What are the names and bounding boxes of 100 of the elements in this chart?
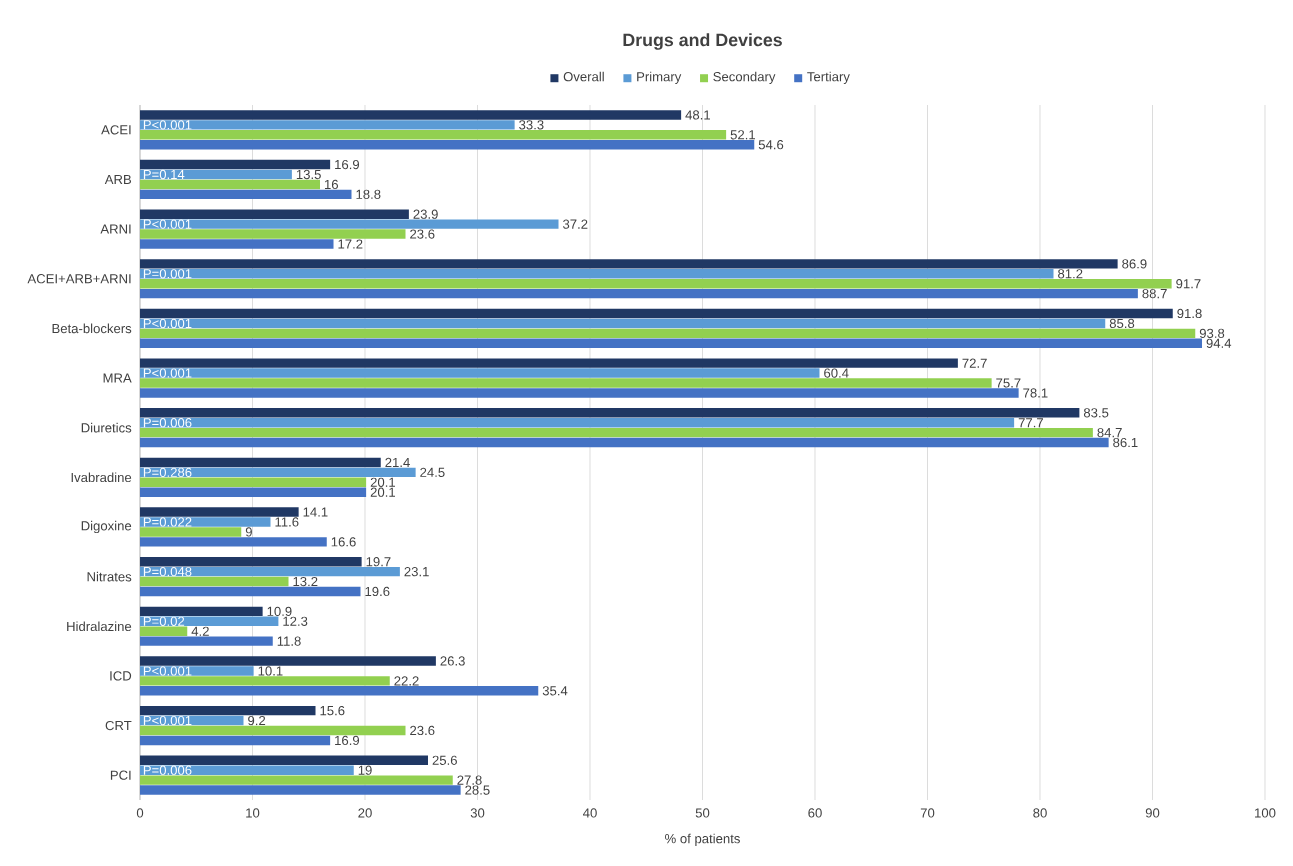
data-label: 10.1 [258, 666, 283, 676]
data-label: 17.2 [338, 239, 363, 249]
bar [140, 785, 461, 795]
data-label: 86.9 [1122, 259, 1147, 269]
annotation: P=0.001 [143, 269, 192, 279]
x-tick-label: 30 [470, 808, 485, 818]
data-label: 26.3 [440, 656, 465, 666]
bar [140, 209, 409, 219]
x-tick-label: 40 [583, 808, 597, 818]
data-label: 75.7 [996, 378, 1021, 388]
data-label: 91.8 [1177, 308, 1202, 319]
data-label: 16 [324, 179, 339, 190]
legend-label: Primary [637, 71, 682, 84]
bar [140, 418, 1015, 428]
y-tick-label: Ivabradine [71, 472, 132, 483]
bar [140, 179, 320, 190]
x-tick-label: 70 [920, 808, 935, 818]
bar [140, 566, 400, 577]
data-label: 78.1 [1023, 388, 1048, 398]
y-tick-label: ACEI+ARB+ARNI [27, 274, 131, 284]
bar [140, 656, 436, 666]
x-tick-label: 10 [246, 808, 260, 818]
bar [140, 239, 334, 249]
bar [140, 517, 271, 527]
data-label: 10.9 [267, 606, 292, 616]
data-label: 20.1 [370, 477, 395, 487]
bar [140, 576, 289, 587]
y-tick-label: ARNI [100, 224, 131, 234]
bar [140, 467, 416, 478]
annotation: P<0.001 [143, 219, 192, 229]
bar [140, 537, 327, 547]
y-tick-label: Digoxine [81, 520, 132, 534]
bar [140, 765, 354, 775]
annotation: P<0.001 [143, 120, 192, 130]
data-label: 16.9 [335, 735, 360, 746]
bar [140, 556, 362, 567]
annotation: P<0.001 [143, 666, 192, 676]
y-tick-label: MRA [103, 373, 132, 383]
bar [140, 735, 331, 746]
data-label: 19.7 [366, 557, 391, 567]
data-label: 54.6 [758, 140, 784, 150]
x-tick-label: 90 [1145, 808, 1160, 818]
data-label: 18.8 [356, 189, 381, 199]
bar [140, 130, 727, 140]
annotation: P<0.001 [143, 368, 192, 378]
y-tick-label: ICD [110, 671, 132, 681]
bar [140, 110, 682, 120]
y-tick-label: ACEI [101, 125, 131, 135]
bar [140, 427, 1093, 438]
data-label: 13.2 [293, 576, 318, 587]
data-label: 72.7 [962, 358, 987, 368]
bar [140, 666, 254, 676]
annotation: P=0.006 [143, 418, 192, 428]
bar [140, 229, 406, 239]
bar [140, 725, 406, 736]
data-label: 24.5 [420, 467, 445, 477]
data-label: 88.7 [1142, 289, 1167, 299]
y-tick-label: Diuretics [81, 422, 132, 433]
bar [140, 457, 381, 468]
bar [140, 358, 958, 368]
data-label: 23.9 [413, 209, 438, 219]
legend-label: Tertiary [807, 71, 850, 84]
bar [140, 705, 316, 716]
bar [140, 606, 263, 617]
bar [140, 636, 273, 646]
bar [140, 269, 1054, 279]
data-label: 48.1 [685, 110, 710, 120]
annotation: P<0.001 [143, 715, 192, 726]
data-label: 94.4 [1206, 338, 1232, 348]
annotation: P=0.048 [143, 567, 192, 577]
annotation: P=0.006 [143, 765, 192, 775]
data-label: 9.2 [248, 715, 266, 726]
bar [140, 676, 390, 686]
bar [140, 378, 992, 388]
x-tick-label: 80 [1033, 808, 1047, 818]
bar [140, 477, 367, 487]
x-tick-label: 100 [1255, 808, 1276, 818]
bar [140, 527, 242, 537]
bar [140, 120, 515, 130]
data-label: 25.6 [432, 755, 457, 765]
y-tick-label: Nitrates [87, 571, 132, 582]
annotation: P<0.001 [143, 318, 192, 329]
data-label: 85.8 [1109, 318, 1135, 329]
y-tick-label: CRT [105, 720, 132, 731]
bar [140, 437, 1109, 448]
data-label: 81.2 [1058, 269, 1083, 279]
bar [140, 219, 559, 229]
data-label: 23.1 [404, 567, 429, 577]
data-label: 12.3 [283, 616, 308, 626]
bar [140, 189, 352, 200]
data-label: 21.4 [385, 457, 410, 468]
data-label: 52.1 [730, 130, 755, 140]
bar [140, 408, 1080, 418]
data-label: 84.7 [1097, 428, 1122, 438]
data-label: 13.5 [296, 169, 321, 180]
y-tick-label: ARB [104, 174, 132, 184]
data-label: 23.6 [410, 229, 435, 239]
data-label: 77.7 [1018, 418, 1043, 428]
x-tick-label: 0 [136, 808, 144, 818]
data-label: 28.5 [465, 785, 490, 795]
